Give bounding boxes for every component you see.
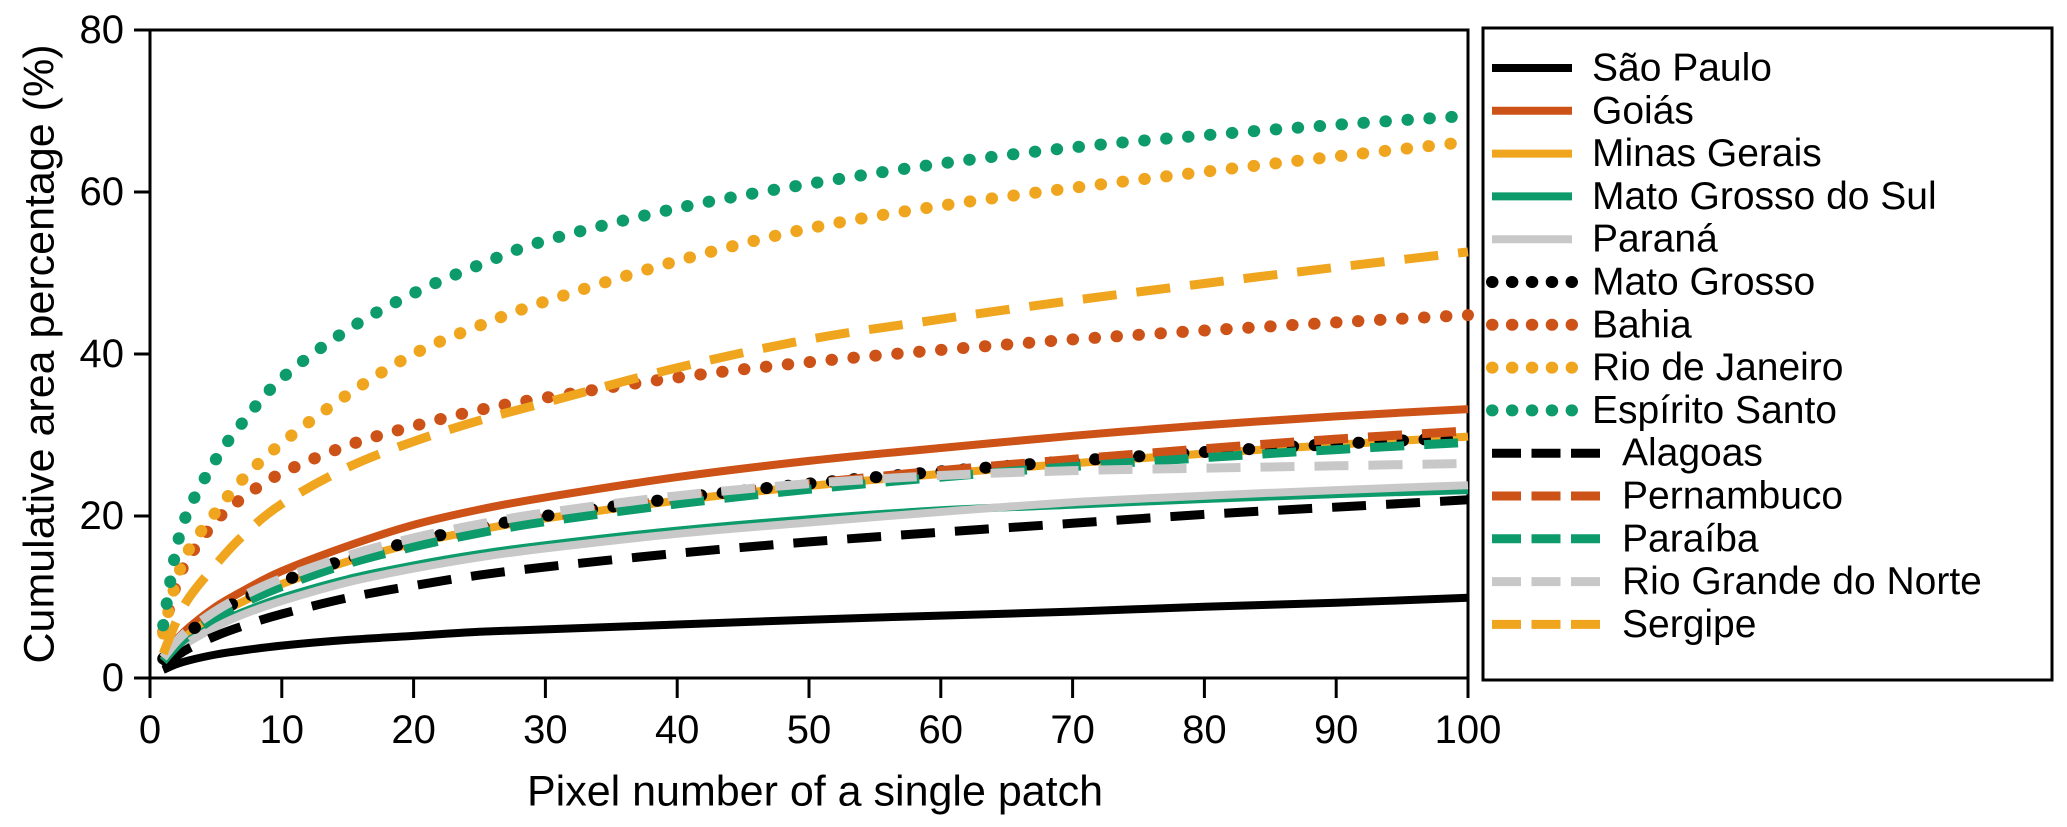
legend-label: Bahia bbox=[1592, 303, 1692, 346]
x-tick-label: 90 bbox=[1314, 708, 1359, 752]
legend-label: Goiás bbox=[1592, 89, 1694, 132]
legend-item: São Paulo bbox=[1492, 47, 1772, 90]
series-line-bahia bbox=[157, 309, 1474, 638]
x-tick-label: 10 bbox=[260, 708, 305, 752]
y-tick-label: 20 bbox=[80, 494, 125, 538]
legend-item: Rio Grande do Norte bbox=[1492, 560, 1982, 603]
legend-item: Goiás bbox=[1492, 89, 1694, 132]
legend-item: Rio de Janeiro bbox=[1486, 346, 1843, 389]
legend-item: Pernambuco bbox=[1492, 475, 1843, 518]
x-tick-label: 80 bbox=[1182, 708, 1227, 752]
legend-label: Espírito Santo bbox=[1592, 389, 1837, 432]
legend-item: Mato Grosso do Sul bbox=[1492, 175, 1937, 218]
x-tick-label: 60 bbox=[919, 708, 964, 752]
series-line-paraná bbox=[160, 481, 1469, 667]
x-tick-label: 0 bbox=[139, 708, 161, 752]
legend-item: Sergipe bbox=[1492, 603, 1756, 646]
series-line-mato-grosso bbox=[157, 431, 1474, 665]
legend-label: Rio Grande do Norte bbox=[1622, 560, 1982, 603]
legend-box bbox=[1481, 26, 2054, 682]
series-line-rio-de-janeiro bbox=[157, 135, 1474, 640]
legend-label: Pernambuco bbox=[1622, 475, 1843, 518]
y-tick-label: 0 bbox=[102, 656, 124, 700]
legend-label: Paraná bbox=[1592, 218, 1718, 261]
legend-item: Mato Grosso bbox=[1486, 261, 1815, 304]
y-tick-label: 40 bbox=[80, 332, 125, 376]
series-line-rio-grande-do-norte bbox=[159, 458, 1469, 661]
legend-item: Paraná bbox=[1492, 218, 1718, 261]
series-line-espírito-santo bbox=[157, 109, 1474, 632]
legend-item: Minas Gerais bbox=[1492, 132, 1822, 175]
legend-item: Espírito Santo bbox=[1486, 389, 1837, 432]
x-tick-label: 50 bbox=[787, 708, 832, 752]
legend-label: Paraíba bbox=[1622, 517, 1759, 560]
legend-item: Paraíba bbox=[1492, 517, 1759, 560]
x-tick-label: 30 bbox=[523, 708, 568, 752]
legend-label: Mato Grosso bbox=[1592, 261, 1815, 304]
legend-label: Mato Grosso do Sul bbox=[1592, 175, 1937, 218]
x-tick-label: 70 bbox=[1050, 708, 1095, 752]
y-axis-title: Cumulative area percentage (%) bbox=[15, 44, 64, 664]
y-tick-label: 80 bbox=[80, 8, 125, 52]
legend-label: Minas Gerais bbox=[1592, 132, 1822, 175]
legend-label: Sergipe bbox=[1622, 603, 1756, 646]
legend-item: Alagoas bbox=[1492, 432, 1763, 475]
series-line-paraíba bbox=[159, 437, 1469, 665]
y-tick-label: 60 bbox=[80, 170, 125, 214]
x-tick-label: 20 bbox=[391, 708, 436, 752]
legend-item: Bahia bbox=[1486, 303, 1692, 346]
series-line-sergipe bbox=[159, 247, 1469, 656]
x-tick-label: 100 bbox=[1435, 708, 1502, 752]
series-line-são-paulo bbox=[161, 593, 1469, 674]
series-line-alagoas bbox=[160, 495, 1469, 671]
x-tick-label: 40 bbox=[655, 708, 700, 752]
legend-label: São Paulo bbox=[1592, 47, 1772, 90]
legend-label: Alagoas bbox=[1622, 432, 1763, 475]
legend-label: Rio de Janeiro bbox=[1592, 346, 1843, 389]
x-axis-title: Pixel number of a single patch bbox=[526, 767, 1104, 816]
